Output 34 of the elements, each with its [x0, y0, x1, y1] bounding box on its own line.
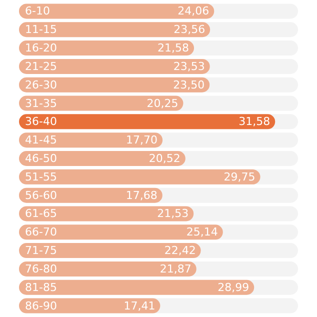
data-label: 24,06: [178, 4, 210, 18]
data-label: 29,75: [224, 170, 256, 184]
y-tick-label: 36-40: [25, 115, 57, 128]
y-tick-label: 21-25: [25, 60, 57, 73]
y-tick-label: 51-55: [25, 170, 57, 184]
y-tick-label: 86-90: [25, 299, 57, 312]
data-label: 31,58: [238, 115, 270, 128]
y-tick-label: 46-50: [25, 152, 57, 165]
y-tick-label: 66-70: [25, 226, 57, 239]
data-label: 21,87: [160, 262, 192, 276]
data-label: 23,50: [173, 78, 205, 92]
y-tick-label: 6-10: [25, 4, 50, 18]
data-label: 21,58: [158, 42, 190, 55]
data-label: 23,53: [173, 60, 205, 73]
y-tick-label: 26-30: [25, 78, 57, 92]
y-tick-label: 76-80: [25, 262, 57, 276]
data-label: 17,68: [126, 188, 158, 202]
y-tick-label: 16-20: [25, 42, 57, 55]
data-label: 28,99: [218, 280, 250, 294]
y-tick-label: 81-85: [25, 280, 57, 294]
data-label: 20,25: [146, 96, 178, 110]
data-label: 25,14: [186, 226, 218, 239]
y-tick-label: 56-60: [25, 188, 57, 202]
data-label: 20,52: [148, 152, 180, 165]
data-label: 22,42: [164, 244, 196, 258]
y-tick-label: 41-45: [25, 134, 57, 147]
y-tick-label: 31-35: [25, 96, 57, 110]
data-label: 23,56: [174, 23, 206, 36]
y-tick-label: 61-65: [25, 207, 57, 220]
y-tick-label: 71-75: [25, 244, 57, 258]
data-label: 17,41: [124, 299, 156, 312]
data-label: 17,70: [126, 134, 158, 147]
data-label: 21,53: [157, 207, 189, 220]
y-tick-label: 11-15: [25, 23, 57, 36]
